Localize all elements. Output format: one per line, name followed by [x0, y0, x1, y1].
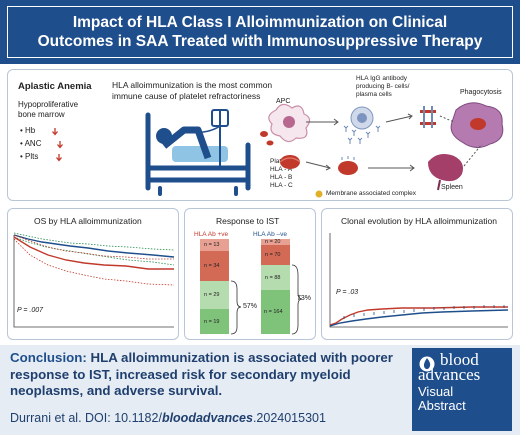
membrane-label: Membrane associated complex — [326, 190, 416, 197]
neg-segment-label: n = 164 — [264, 309, 283, 315]
title-line-1: Impact of HLA Class I Alloimmunization o… — [72, 14, 448, 31]
neg-bar-segment — [261, 290, 290, 334]
os-curve-negative-lower — [13, 236, 175, 266]
refractoriness-line-1: HLA alloimmunization is the most common — [112, 80, 273, 90]
os-curve-negative-upper — [13, 232, 175, 251]
platelet-icon — [279, 155, 301, 169]
neg-response-rate: 73% — [297, 295, 312, 302]
blood-drop-icon — [419, 356, 435, 372]
spleen-label: Spleen — [441, 184, 463, 191]
ist-response-panel: Response to IST HLA Ab +ve HLA Ab –ve n … — [184, 208, 316, 340]
neg-bar-segment — [261, 265, 290, 290]
hla-b-label: HLA - B — [270, 174, 293, 181]
phagocytosis-label: Phagocytosis — [460, 89, 502, 96]
pos-segment-label: n = 34 — [204, 263, 220, 269]
marrow-line-1: Hypoproliferative — [18, 100, 79, 109]
conclusion-text: Conclusion: HLA alloimmunization is asso… — [10, 350, 405, 400]
header-banner: Impact of HLA Class I Alloimmunization o… — [0, 0, 520, 64]
page-title: Impact of HLA Class I Alloimmunization o… — [32, 13, 489, 51]
citation-journal: bloodadvances — [161, 411, 253, 425]
os-curve-positive-upper — [13, 234, 174, 260]
citation-prefix: Durrani et al. DOI: 10.1182/ — [10, 411, 162, 425]
os-axes — [13, 235, 174, 328]
phagocytosis-path — [439, 115, 455, 123]
pos-bar-segment — [200, 309, 229, 334]
pos-segment-label: n = 29 — [204, 292, 220, 298]
membrane-complex-icon — [315, 106, 436, 198]
b-cell-line-2: producing B- cells/ — [356, 83, 410, 90]
pos-bar-segment — [200, 251, 229, 281]
response-brackets — [230, 264, 303, 335]
os-title: OS by HLA alloimmunization — [34, 216, 142, 226]
logo-word-blood: blood — [440, 350, 479, 369]
header-frame: Impact of HLA Class I Alloimmunization o… — [7, 6, 513, 58]
flow-arrow-icon — [305, 113, 415, 172]
aplastic-anemia-heading: Aplastic Anemia — [18, 81, 92, 92]
clonal-evolution-panel: Clonal evolution by HLA alloimmunization… — [321, 208, 513, 340]
count-hb: • Hb — [20, 126, 36, 135]
antigen-presenting-cell-icon — [268, 103, 311, 143]
spleen-icon — [428, 154, 463, 191]
pos-bar-segment — [200, 239, 229, 251]
b-cell-line-1: HLA IgG antibody — [356, 75, 407, 82]
marrow-line-2: bone marrow — [18, 110, 65, 119]
apc-label: APC — [276, 98, 291, 105]
os-curve-negative — [13, 234, 175, 258]
neg-segment-label: n = 20 — [265, 239, 281, 245]
clonal-p-value: P = .03 — [336, 289, 359, 296]
down-arrow-icon — [52, 128, 63, 162]
antibody-icon — [343, 125, 381, 144]
citation-suffix: .2024015301 — [252, 411, 326, 425]
phagocyte-icon — [450, 102, 504, 148]
count-anc-label: ANC — [24, 139, 42, 148]
os-kaplan-meier-plot — [13, 232, 175, 328]
pathophysiology-panel: Aplastic Anemia Hypoproliferative bone m… — [7, 69, 513, 201]
count-plts-label: Plts — [25, 152, 39, 161]
clonal-title: Clonal evolution by HLA alloimmunization — [341, 216, 497, 226]
logo-word-visual: Visual — [418, 384, 454, 399]
clonal-axes — [329, 233, 508, 328]
ist-title: Response to IST — [216, 216, 280, 226]
pos-segment-label: n = 13 — [204, 242, 220, 248]
overall-survival-panel: OS by HLA alloimmunization P = .007 — [7, 208, 179, 340]
neg-segment-label: n = 88 — [265, 275, 281, 281]
neg-segment-label: n = 70 — [265, 252, 281, 258]
title-line-2: Outcomes in SAA Treated with Immunosuppr… — [37, 33, 483, 50]
conclusion-lead: Conclusion: — [10, 350, 87, 365]
count-plts: • Plts — [20, 152, 39, 161]
count-anc: • ANC — [20, 139, 42, 148]
platelet-fragments-icon — [260, 131, 274, 146]
clonal-curve-negative — [329, 309, 509, 327]
clonal-cumulative-incidence-plot — [329, 233, 509, 328]
os-p-value: P = .007 — [17, 307, 44, 314]
blood-advances-logo: blood advances Visual Abstract — [412, 348, 512, 431]
neg-bar-segment — [261, 239, 290, 245]
citation: Durrani et al. DOI: 10.1182/bloodadvance… — [10, 411, 326, 425]
neg-bar-segment — [261, 245, 290, 265]
hla-a-label: HLA - A — [270, 166, 293, 173]
b-cell-line-3: plasma cells — [356, 91, 392, 98]
hla-negative-label: HLA Ab –ve — [253, 231, 287, 238]
pathophysiology-illustration — [52, 102, 504, 198]
hla-positive-label: HLA Ab +ve — [194, 231, 229, 238]
refractoriness-line-2: immune cause of platelet refractoriness — [112, 91, 261, 101]
clonal-censor-marks — [343, 305, 505, 319]
hospital-bed-icon — [145, 109, 251, 196]
spleen-phagocytosis-path — [463, 143, 483, 167]
clonal-curve-positive — [329, 306, 508, 326]
pos-segment-label: n = 19 — [204, 319, 220, 325]
count-hb-label: Hb — [25, 126, 36, 135]
pos-bar-segment — [200, 281, 229, 309]
logo-word-abstract: Abstract — [418, 398, 466, 413]
coated-platelet-icon — [338, 156, 358, 175]
b-cell-icon — [350, 106, 374, 130]
pos-response-rate: 57% — [243, 303, 258, 310]
conclusion-strip: Conclusion: HLA alloimmunization is asso… — [0, 345, 520, 435]
conclusion-body: HLA alloimmunization is associated with … — [10, 350, 393, 398]
logo-word-advances: advances — [418, 365, 481, 384]
hla-c-label: HLA - C — [270, 182, 293, 189]
os-curve-positive — [13, 236, 174, 270]
